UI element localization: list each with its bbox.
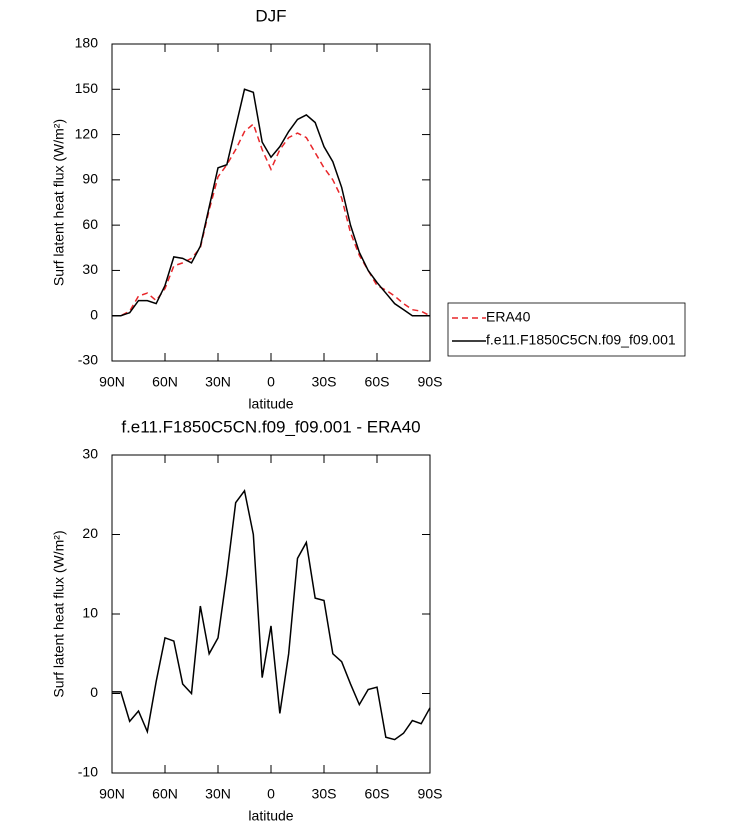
y-tick-label: -10 xyxy=(78,764,98,780)
x-tick-label: 60N xyxy=(152,786,178,802)
x-tick-label: 90S xyxy=(418,374,443,390)
y-tick-label: 30 xyxy=(82,446,98,462)
y-tick-label: 30 xyxy=(82,261,98,277)
series-line xyxy=(112,122,431,317)
y-tick-label: 60 xyxy=(82,216,98,232)
plot-frame xyxy=(111,43,431,362)
series-line xyxy=(112,488,431,741)
y-tick-label: 150 xyxy=(75,80,99,96)
plot-frame xyxy=(111,454,431,774)
x-tick-label: 30N xyxy=(205,786,231,802)
x-axis-label: latitude xyxy=(248,396,293,412)
y-tick-label: -30 xyxy=(78,352,98,368)
x-tick-label: 60S xyxy=(365,374,390,390)
y-tick-label: 20 xyxy=(82,525,98,541)
x-tick-label: 30S xyxy=(312,786,337,802)
y-axis-label: Surf latent heat flux (W/m²) xyxy=(51,119,67,286)
x-tick-label: 0 xyxy=(267,786,275,802)
x-tick-label: 60N xyxy=(152,374,178,390)
x-tick-label: 90S xyxy=(418,786,443,802)
x-tick-label: 0 xyxy=(267,374,275,390)
x-tick-label: 30N xyxy=(205,374,231,390)
x-tick-label: 90N xyxy=(99,786,125,802)
y-tick-label: 0 xyxy=(90,684,98,700)
chart-title: f.e11.F1850C5CN.f09_f09.001 - ERA40 xyxy=(121,417,420,436)
x-tick-label: 60S xyxy=(365,786,390,802)
legend-label: ERA40 xyxy=(486,309,531,325)
chart-title: DJF xyxy=(255,6,286,25)
y-tick-label: 180 xyxy=(75,35,99,51)
series-line xyxy=(112,88,430,317)
y-tick-label: 90 xyxy=(82,171,98,187)
x-tick-label: 90N xyxy=(99,374,125,390)
y-tick-label: 0 xyxy=(90,306,98,322)
x-axis-label: latitude xyxy=(248,808,293,824)
y-axis-label: Surf latent heat flux (W/m²) xyxy=(51,530,67,697)
x-tick-label: 30S xyxy=(312,374,337,390)
y-tick-label: 10 xyxy=(82,605,98,621)
y-tick-label: 120 xyxy=(75,125,99,141)
legend-box xyxy=(447,302,686,357)
legend-label: f.e11.F1850C5CN.f09_f09.001 xyxy=(486,332,676,348)
